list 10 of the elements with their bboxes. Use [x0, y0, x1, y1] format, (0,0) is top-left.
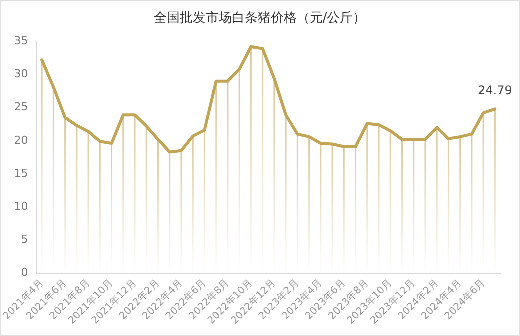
y-tick-label: 15: [14, 166, 28, 180]
y-tick-label: 30: [14, 68, 28, 81]
y-tick-label: 25: [14, 100, 28, 114]
y-tick-label: 5: [21, 233, 28, 246]
y-tick-label: 10: [14, 200, 28, 214]
y-tick-label: 35: [14, 34, 28, 48]
chart-title: 全国批发市场白条猪价格（元/公斤）: [152, 10, 368, 27]
data-label: 24.79: [478, 83, 512, 98]
y-tick-label: 20: [14, 134, 28, 147]
y-tick-label: 0: [21, 266, 28, 280]
